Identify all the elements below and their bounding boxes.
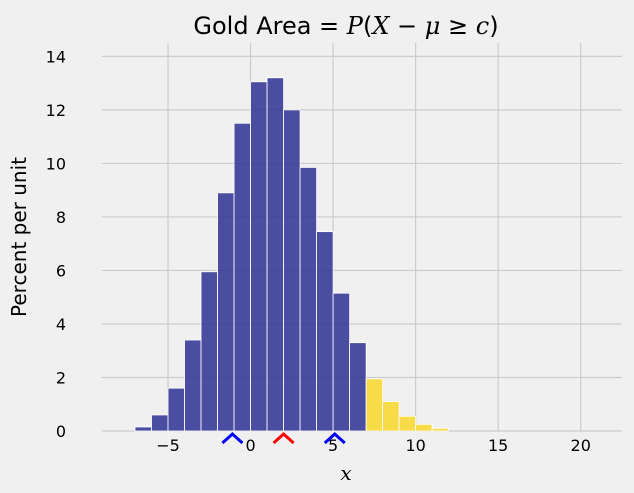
histogram-bar <box>184 339 202 432</box>
y-tick-label: 4 <box>56 315 66 334</box>
histogram-bar <box>167 387 185 432</box>
histogram-bar <box>200 271 218 432</box>
x-tick-label: 10 <box>405 436 425 455</box>
markers <box>221 431 346 445</box>
histogram-bars <box>134 77 450 432</box>
histogram-bar <box>250 81 268 432</box>
x-tick-label: 20 <box>571 436 591 455</box>
x-tick-label: 5 <box>328 436 338 455</box>
histogram-bar <box>349 342 367 432</box>
x-tick-label: 0 <box>245 436 255 455</box>
x-tick-label: −5 <box>156 436 180 455</box>
histogram-bar <box>299 167 318 432</box>
histogram-bar <box>415 423 433 432</box>
y-tick-label: 0 <box>56 422 66 441</box>
histogram-bar <box>431 427 450 432</box>
histogram-bar <box>365 378 384 432</box>
marker-caret <box>272 431 295 445</box>
histogram-bar <box>283 109 301 432</box>
y-tick-label: 14 <box>46 47 66 66</box>
histogram-bar <box>382 401 400 432</box>
histogram-bar <box>266 77 284 432</box>
x-tick-labels: −5 0 5 10 15 20 <box>156 436 591 455</box>
histogram-bar <box>316 231 334 432</box>
y-axis-label: Percent per unit <box>7 157 31 317</box>
histogram-bar <box>151 414 169 432</box>
histogram-bar <box>134 426 152 432</box>
x-axis-label: x <box>340 461 351 485</box>
histogram-bar <box>233 122 251 432</box>
x-tick-label: 15 <box>488 436 508 455</box>
y-tick-label: 8 <box>56 208 66 227</box>
y-tick-label: 10 <box>46 154 66 173</box>
y-tick-label: 12 <box>46 101 66 120</box>
marker-caret <box>323 431 346 445</box>
histogram-bar <box>398 415 417 432</box>
y-tick-label: 6 <box>56 261 66 280</box>
histogram-bar <box>332 292 351 432</box>
y-tick-label: 2 <box>56 368 66 387</box>
y-tick-labels: 0 2 4 6 8 10 12 14 <box>46 47 66 441</box>
histogram-bar <box>217 192 235 432</box>
chart-title: Gold Area = P(X − μ ≥ c) <box>193 12 498 40</box>
marker-caret <box>221 431 244 445</box>
